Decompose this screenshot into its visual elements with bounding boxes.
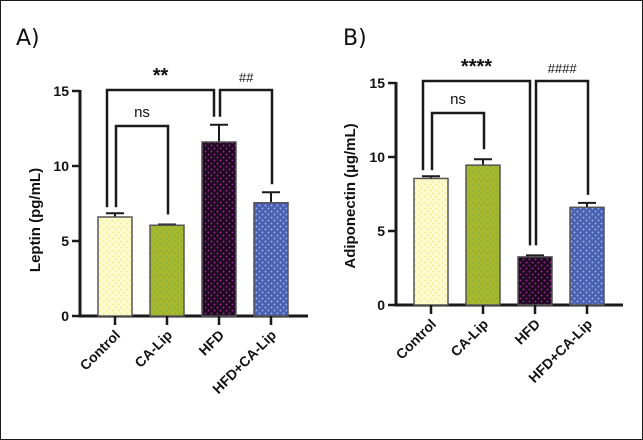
y-tick-label: 10 [369,149,385,165]
panel-label-a: A) [16,26,40,51]
ns-label: ns [134,104,150,121]
bar-control [413,177,449,306]
bar-hfd [201,141,237,317]
ns-label: ns [450,91,466,108]
y-tick-label: 0 [377,297,385,313]
x-tick-label: Control [393,316,440,363]
bar-control [97,216,133,317]
panel-label-b: B) [343,26,367,51]
x-tick-label: Control [77,327,124,374]
significance-bracket [421,79,532,246]
significance-label: ## [239,70,254,85]
y-tick-label: 5 [61,233,69,249]
bar-hfd-ca-lip [569,206,605,306]
y-axis-label: Leptin (pg/mL) [27,168,44,272]
x-tick-label: HFD [511,316,543,348]
x-tick-label: CA-Lip [447,316,491,360]
significance-label: ** [153,65,169,87]
y-tick-label: 10 [53,158,69,174]
bar-hfd-ca-lip [253,202,289,317]
y-tick-label: 15 [369,75,385,91]
y-tick-label: 15 [53,83,69,99]
y-tick-label: 5 [377,223,385,239]
x-tick-label: HFD [195,327,227,359]
y-axis-label: Adiponectin (µg/mL) [342,123,359,268]
bar-hfd [517,256,553,306]
significance-bracket [534,79,590,246]
y-tick-label: 0 [61,308,69,324]
bar-ca-lip [149,224,185,317]
bar-ca-lip [465,164,501,306]
significance-label: #### [548,61,578,76]
significance-bracket [105,88,216,208]
significance-label: **** [461,56,492,78]
chart-b: 0 5 10 15 Adiponectin (µg/mL) Control CA-Lip HF… [342,56,623,386]
significance-bracket [430,111,486,171]
significance-bracket [114,124,170,215]
x-tick-label: CA-Lip [131,327,175,371]
significance-bracket [218,88,274,185]
